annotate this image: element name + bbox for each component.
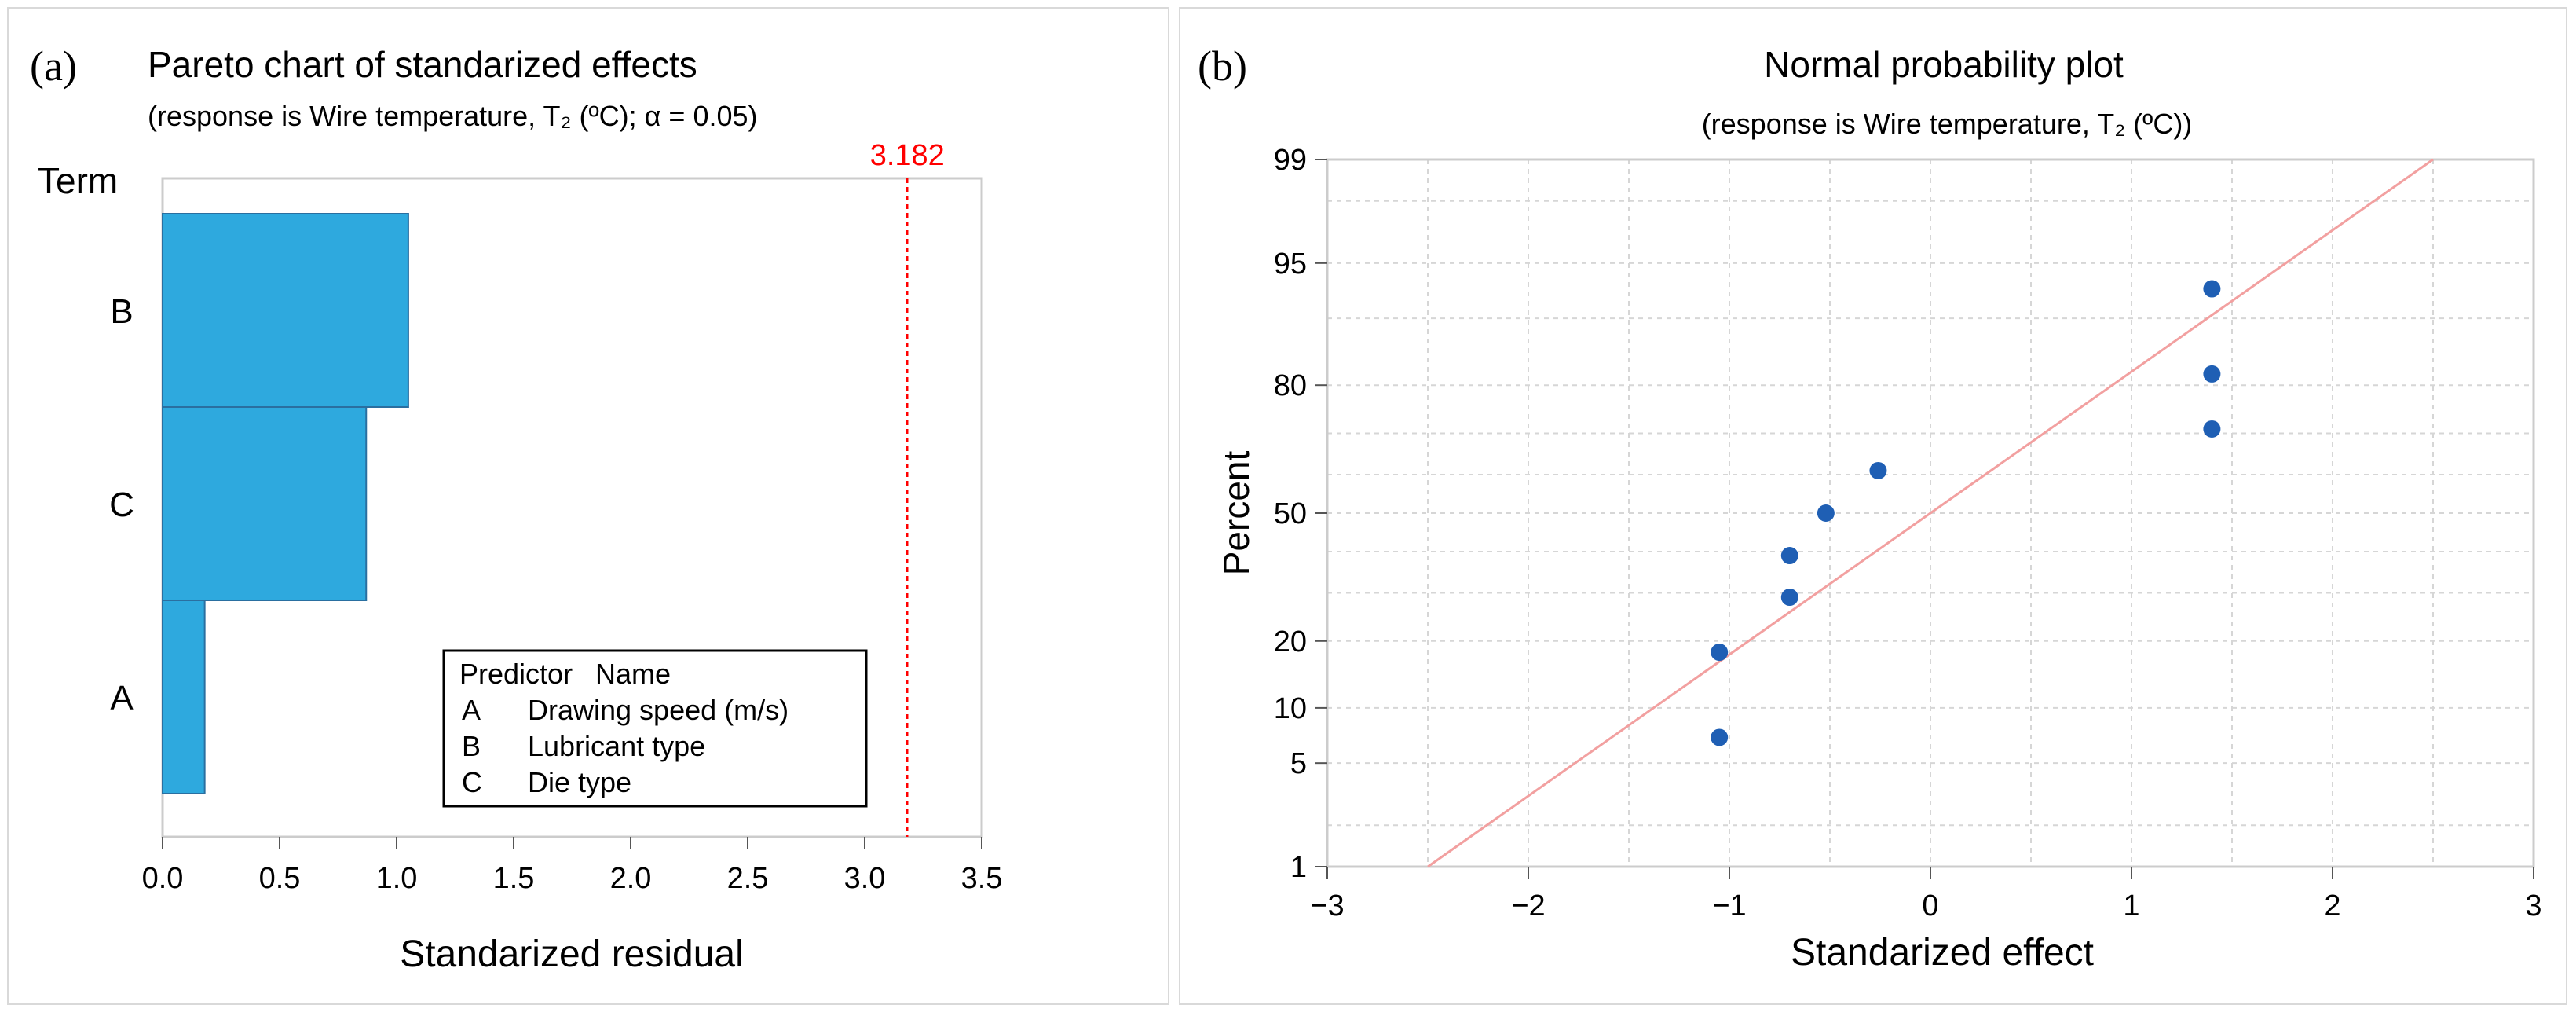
- y-tick-label: 5: [1290, 747, 1307, 780]
- x-tick-label: 0.5: [259, 862, 301, 895]
- x-tick-label: 2.0: [610, 862, 652, 895]
- x-tick-label: 0: [1922, 889, 1938, 922]
- data-point: [1869, 461, 1887, 479]
- chart-subtitle: (response is Wire temperature, T₂ (ºC); …: [148, 100, 758, 132]
- x-tick-label: 3.5: [961, 862, 1003, 895]
- chart-title: Pareto chart of standarized effects: [148, 44, 697, 85]
- reference-line-label: 3.182: [870, 139, 945, 172]
- x-tick-label: 1: [2123, 889, 2139, 922]
- y-tick-label: 10: [1274, 692, 1307, 725]
- chart-subtitle: (response is Wire temperature, T₂ (ºC)): [1702, 108, 2193, 140]
- legend-row-a-name: Drawing speed (m/s): [528, 694, 789, 726]
- y-tick-label: 95: [1274, 248, 1307, 280]
- legend-row-c-key: C: [462, 766, 482, 798]
- panel-a: (a) Pareto chart of standarized effects …: [0, 0, 1178, 1012]
- legend-row-c-name: Die type: [528, 766, 631, 798]
- x-axis-title: Standarized effect: [1791, 932, 2094, 974]
- category-label-B: B: [110, 292, 133, 331]
- x-tick-label: 1.0: [376, 862, 418, 895]
- panel-b: (b) Normal probability plot (response is…: [1178, 0, 2576, 1012]
- x-tick-label: −1: [1712, 889, 1746, 922]
- y-axis-title: Term: [38, 160, 118, 201]
- panel-letter: (b): [1198, 42, 1247, 90]
- y-tick-label: 20: [1274, 625, 1307, 658]
- data-point: [1780, 547, 1798, 565]
- x-tick-label: 0.0: [142, 862, 184, 895]
- data-point: [1711, 644, 1729, 662]
- y-tick-label: 99: [1274, 144, 1307, 177]
- bar-C: [162, 406, 368, 601]
- legend: Predictor Name A Drawing speed (m/s) B L…: [442, 649, 868, 808]
- legend-box: [442, 649, 868, 808]
- data-point: [1711, 728, 1729, 746]
- panel-letter: (a): [30, 42, 77, 90]
- x-tick-label: −3: [1310, 889, 1344, 922]
- category-label-C: C: [109, 486, 134, 524]
- y-tick-label: 50: [1274, 497, 1307, 530]
- y-axis-title: Percent: [1216, 451, 1257, 576]
- bar-B: [162, 213, 409, 408]
- fit-line: [1427, 158, 2434, 868]
- normal-probability-chart: (b) Normal probability plot (response is…: [1179, 7, 2567, 1005]
- x-tick-label: −2: [1511, 889, 1545, 922]
- data-point: [1780, 588, 1798, 607]
- chart-title: Normal probability plot: [1764, 44, 2124, 85]
- x-tick-label: 3: [2525, 889, 2541, 922]
- panel-border: [1179, 7, 2567, 1005]
- y-tick-label: 80: [1274, 369, 1307, 402]
- x-axis-title: Standarized residual: [400, 933, 744, 975]
- y-tick-label: 1: [1290, 851, 1307, 884]
- data-point: [2203, 365, 2221, 383]
- legend-row-b-key: B: [462, 730, 481, 762]
- legend-header-predictor: Predictor: [459, 658, 573, 690]
- x-tick-label: 2: [2324, 889, 2340, 922]
- data-point: [2203, 420, 2221, 438]
- bar-A: [162, 600, 206, 794]
- category-label-A: A: [110, 679, 134, 717]
- data-point: [1817, 504, 1835, 522]
- x-tick-label: 3.0: [844, 862, 886, 895]
- x-tick-label: 2.5: [727, 862, 769, 895]
- data-point: [2203, 280, 2221, 298]
- panel-border: [7, 7, 1169, 1005]
- legend-header-name: Name: [595, 658, 671, 690]
- legend-row-a-key: A: [462, 694, 481, 726]
- legend-row-b-name: Lubricant type: [528, 730, 705, 762]
- x-tick-label: 1.5: [493, 862, 535, 895]
- pareto-chart: (a) Pareto chart of standarized effects …: [7, 7, 1169, 1005]
